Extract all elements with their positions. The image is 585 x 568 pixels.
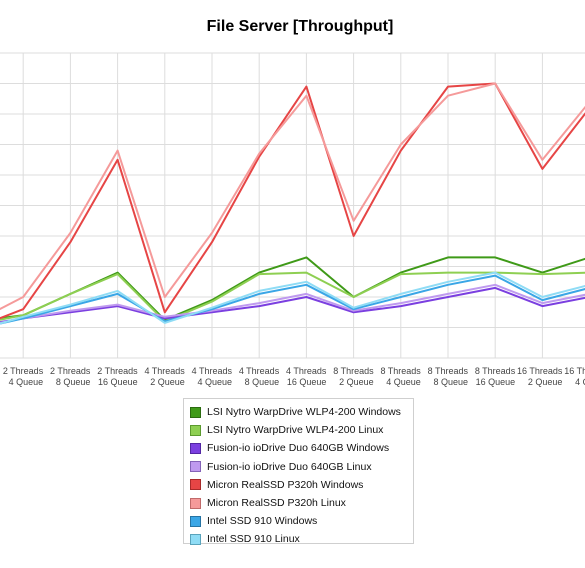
x-tick-label: 8 Threads 4 Queue — [380, 366, 421, 387]
legend-label: Micron RealSSD P320h Linux — [207, 497, 346, 510]
legend-item: Micron RealSSD P320h Windows — [190, 476, 407, 494]
series-line-6 — [0, 274, 585, 325]
legend-swatch — [190, 479, 201, 491]
legend-item: Intel SSD 910 Linux — [190, 530, 407, 548]
legend-swatch — [190, 515, 201, 527]
series-line-3 — [0, 283, 585, 324]
chart-title: File Server [Throughput] — [206, 18, 394, 35]
legend-item: LSI Nytro WarpDrive WLP4-200 Windows — [190, 403, 407, 421]
x-tick-label: 4 Threads 8 Queue — [239, 366, 280, 387]
legend-item: Intel SSD 910 Windows — [190, 512, 407, 530]
legend-label: Intel SSD 910 Windows — [207, 515, 318, 528]
series-line-5 — [0, 82, 585, 311]
legend-label: Fusion-io ioDrive Duo 640GB Windows — [207, 442, 390, 455]
series-line-4 — [0, 82, 585, 320]
series-line-2 — [0, 286, 585, 324]
x-tick-label: 8 Threads 2 Queue — [333, 366, 374, 387]
series-lines — [0, 82, 585, 325]
legend-swatch — [190, 497, 201, 509]
legend: LSI Nytro WarpDrive WLP4-200 Windows LSI … — [183, 398, 414, 545]
series-line-1 — [0, 271, 585, 323]
x-tick-label: 2 Threads 4 Queue — [3, 366, 44, 387]
legend-label: Fusion-io ioDrive Duo 640GB Linux — [207, 460, 372, 473]
legend-item: Fusion-io ioDrive Duo 640GB Windows — [190, 439, 407, 457]
legend-swatch — [190, 533, 201, 545]
x-tick-label: 8 Threads 16 Queue — [475, 366, 516, 387]
legend-label: LSI Nytro WarpDrive WLP4-200 Windows — [207, 406, 401, 419]
grid — [0, 52, 585, 359]
legend-item: LSI Nytro WarpDrive WLP4-200 Linux — [190, 421, 407, 439]
legend-swatch — [190, 406, 201, 418]
legend-item: Micron RealSSD P320h Linux — [190, 494, 407, 512]
x-tick-label: 4 Threads 16 Queue — [286, 366, 327, 387]
legend-swatch — [190, 442, 201, 454]
legend-swatch — [190, 461, 201, 473]
x-tick-label: 16 Threads 2 Queue — [517, 366, 563, 387]
legend-label: Intel SSD 910 Linux — [207, 533, 300, 546]
series-line-7 — [0, 271, 585, 325]
legend-label: LSI Nytro WarpDrive WLP4-200 Linux — [207, 424, 384, 437]
x-tick-label: 2 Threads 16 Queue — [97, 366, 138, 387]
legend-swatch — [190, 424, 201, 436]
x-tick-label: 2 Threads 8 Queue — [50, 366, 91, 387]
x-tick-label: 8 Threads 8 Queue — [428, 366, 469, 387]
legend-item: Fusion-io ioDrive Duo 640GB Linux — [190, 458, 407, 476]
x-tick-label: 4 Threads 2 Queue — [144, 366, 185, 387]
x-tick-label: 4 Threads 4 Queue — [192, 366, 233, 387]
legend-label: Micron RealSSD P320h Windows — [207, 478, 364, 491]
